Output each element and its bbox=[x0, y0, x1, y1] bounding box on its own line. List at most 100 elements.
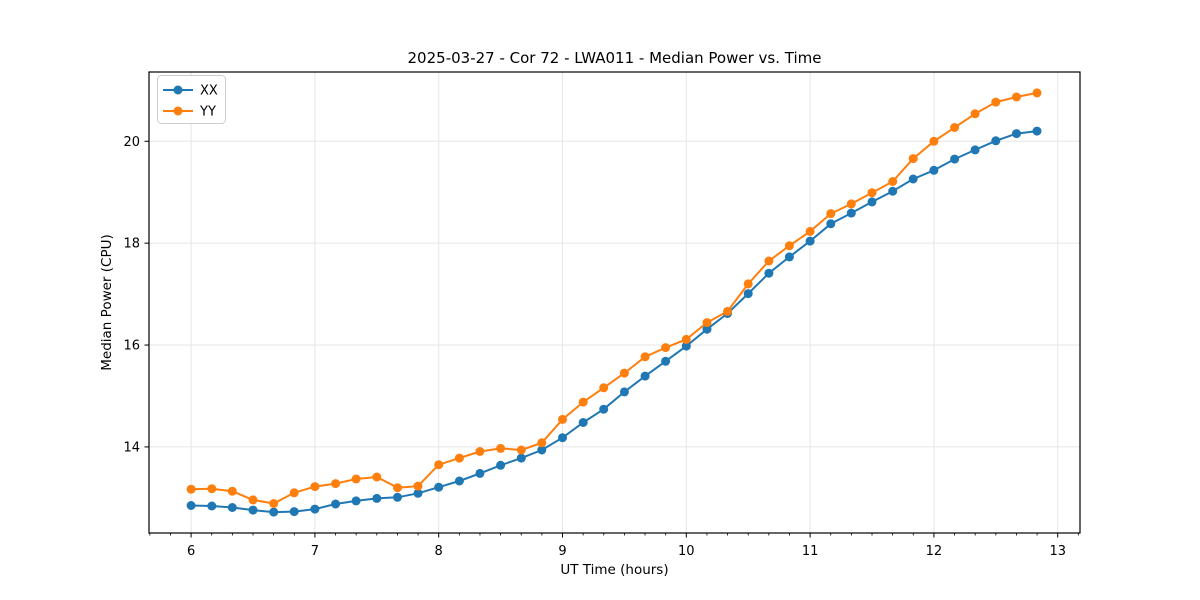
series-xx-marker bbox=[908, 174, 918, 184]
series-xx-marker bbox=[558, 433, 567, 443]
x-tick-label: 13 bbox=[1049, 544, 1066, 559]
series-yy-marker bbox=[351, 474, 361, 484]
series-yy-marker bbox=[991, 97, 1001, 107]
series-yy-marker bbox=[599, 383, 609, 393]
series-yy-marker bbox=[764, 256, 774, 266]
series-yy-marker bbox=[558, 414, 567, 424]
y-tick-label: 20 bbox=[123, 135, 140, 150]
series-yy-marker bbox=[867, 188, 877, 198]
series-xx-marker bbox=[929, 165, 939, 175]
series-yy-marker bbox=[496, 443, 506, 453]
series-yy-marker bbox=[970, 109, 980, 119]
series-xx-marker bbox=[619, 387, 629, 397]
y-axis-label: Median Power (CPU) bbox=[99, 234, 115, 370]
series-yy-marker bbox=[929, 136, 939, 146]
series-xx-marker bbox=[434, 482, 444, 492]
series-yy-marker bbox=[537, 438, 547, 448]
grid bbox=[149, 72, 1080, 533]
series-xx-marker bbox=[248, 505, 258, 515]
series-yy-marker bbox=[269, 499, 279, 508]
series-yy-marker bbox=[578, 397, 588, 407]
series-xx-marker bbox=[289, 507, 299, 517]
series-xx-marker bbox=[826, 219, 836, 229]
spines bbox=[148, 71, 1081, 534]
series-xx-marker bbox=[784, 252, 794, 262]
series-xx-line bbox=[190, 130, 1038, 514]
x-tick-label: 12 bbox=[926, 544, 943, 559]
series-xx-marker bbox=[186, 501, 196, 510]
series-xx-marker bbox=[681, 341, 691, 351]
x-tick-label: 6 bbox=[187, 544, 195, 559]
series-yy-marker bbox=[681, 334, 691, 344]
series-xx-marker bbox=[331, 499, 341, 509]
series-xx-marker bbox=[1032, 126, 1042, 136]
y-tick-label: 16 bbox=[123, 339, 140, 354]
axis-ticks: 6 7 8 9 10 11 12 13 14 16 18 20 bbox=[123, 135, 1079, 559]
series-xx-marker bbox=[207, 501, 217, 511]
series-xx-marker bbox=[661, 356, 671, 366]
series-yy-marker bbox=[702, 318, 712, 328]
x-tick-label: 10 bbox=[678, 544, 695, 559]
series-yy-marker bbox=[950, 123, 960, 132]
series-xx-marker bbox=[764, 268, 774, 278]
series-yy-marker bbox=[805, 226, 815, 236]
series-xx-marker bbox=[475, 468, 485, 478]
series-xx-marker bbox=[702, 324, 712, 334]
series-yy-marker bbox=[619, 368, 629, 378]
series-yy-marker bbox=[331, 479, 341, 489]
series-yy-marker bbox=[289, 488, 299, 498]
x-tick-label: 7 bbox=[311, 544, 319, 559]
series-xx-marker bbox=[578, 418, 588, 427]
y-tick-label: 14 bbox=[123, 440, 140, 455]
series-yy-line bbox=[190, 91, 1038, 505]
series-yy-marker bbox=[516, 445, 526, 455]
series-xx-marker bbox=[867, 197, 877, 207]
series-yy-marker bbox=[1012, 92, 1021, 102]
series-yy-marker bbox=[434, 460, 444, 470]
series-yy-marker bbox=[846, 199, 856, 209]
x-axis-label: UT Time (hours) bbox=[560, 562, 668, 578]
series-xx bbox=[186, 126, 1042, 517]
series-yy-marker bbox=[207, 484, 217, 494]
series-xx-marker bbox=[640, 371, 650, 381]
x-tick-label: 11 bbox=[802, 544, 819, 559]
series-xx-marker bbox=[372, 493, 382, 503]
series-xx-marker bbox=[269, 507, 279, 517]
series-yy-marker bbox=[475, 447, 485, 456]
series-yy-marker bbox=[661, 343, 671, 353]
series-xx-marker bbox=[496, 460, 506, 470]
series-xx-marker bbox=[516, 453, 526, 463]
series-xx-marker bbox=[846, 208, 856, 218]
legend-label-yy: YY bbox=[199, 105, 216, 120]
legend-sample-marker bbox=[173, 106, 183, 116]
series-yy-marker bbox=[784, 241, 794, 251]
series-yy-marker bbox=[186, 484, 196, 494]
series-yy bbox=[186, 88, 1042, 508]
series-xx-marker bbox=[413, 488, 423, 498]
series-yy-marker bbox=[743, 279, 753, 289]
series-xx-marker bbox=[351, 496, 361, 506]
plot-border bbox=[148, 71, 1081, 534]
series-yy-marker bbox=[723, 306, 732, 316]
series-yy-marker bbox=[372, 472, 382, 482]
series-yy-marker bbox=[826, 209, 836, 219]
series-xx-marker bbox=[227, 503, 237, 512]
legend-label-xx: XX bbox=[200, 84, 218, 99]
series-xx-marker bbox=[393, 492, 402, 502]
series-xx-marker bbox=[454, 476, 464, 486]
series-xx-marker bbox=[310, 504, 320, 514]
series-yy-marker bbox=[248, 495, 258, 505]
series-yy-marker bbox=[640, 352, 650, 362]
series-xx-marker bbox=[1012, 129, 1021, 139]
legend-sample-marker bbox=[173, 85, 183, 95]
series-xx-marker bbox=[888, 186, 898, 196]
series-xx-marker bbox=[991, 136, 1001, 146]
series-yy-marker bbox=[310, 482, 320, 492]
y-tick-label: 18 bbox=[123, 237, 140, 252]
series-xx-marker bbox=[599, 404, 609, 414]
series-yy-marker bbox=[227, 486, 237, 496]
series-xx-marker bbox=[970, 145, 980, 155]
series-xx-marker bbox=[743, 289, 753, 299]
